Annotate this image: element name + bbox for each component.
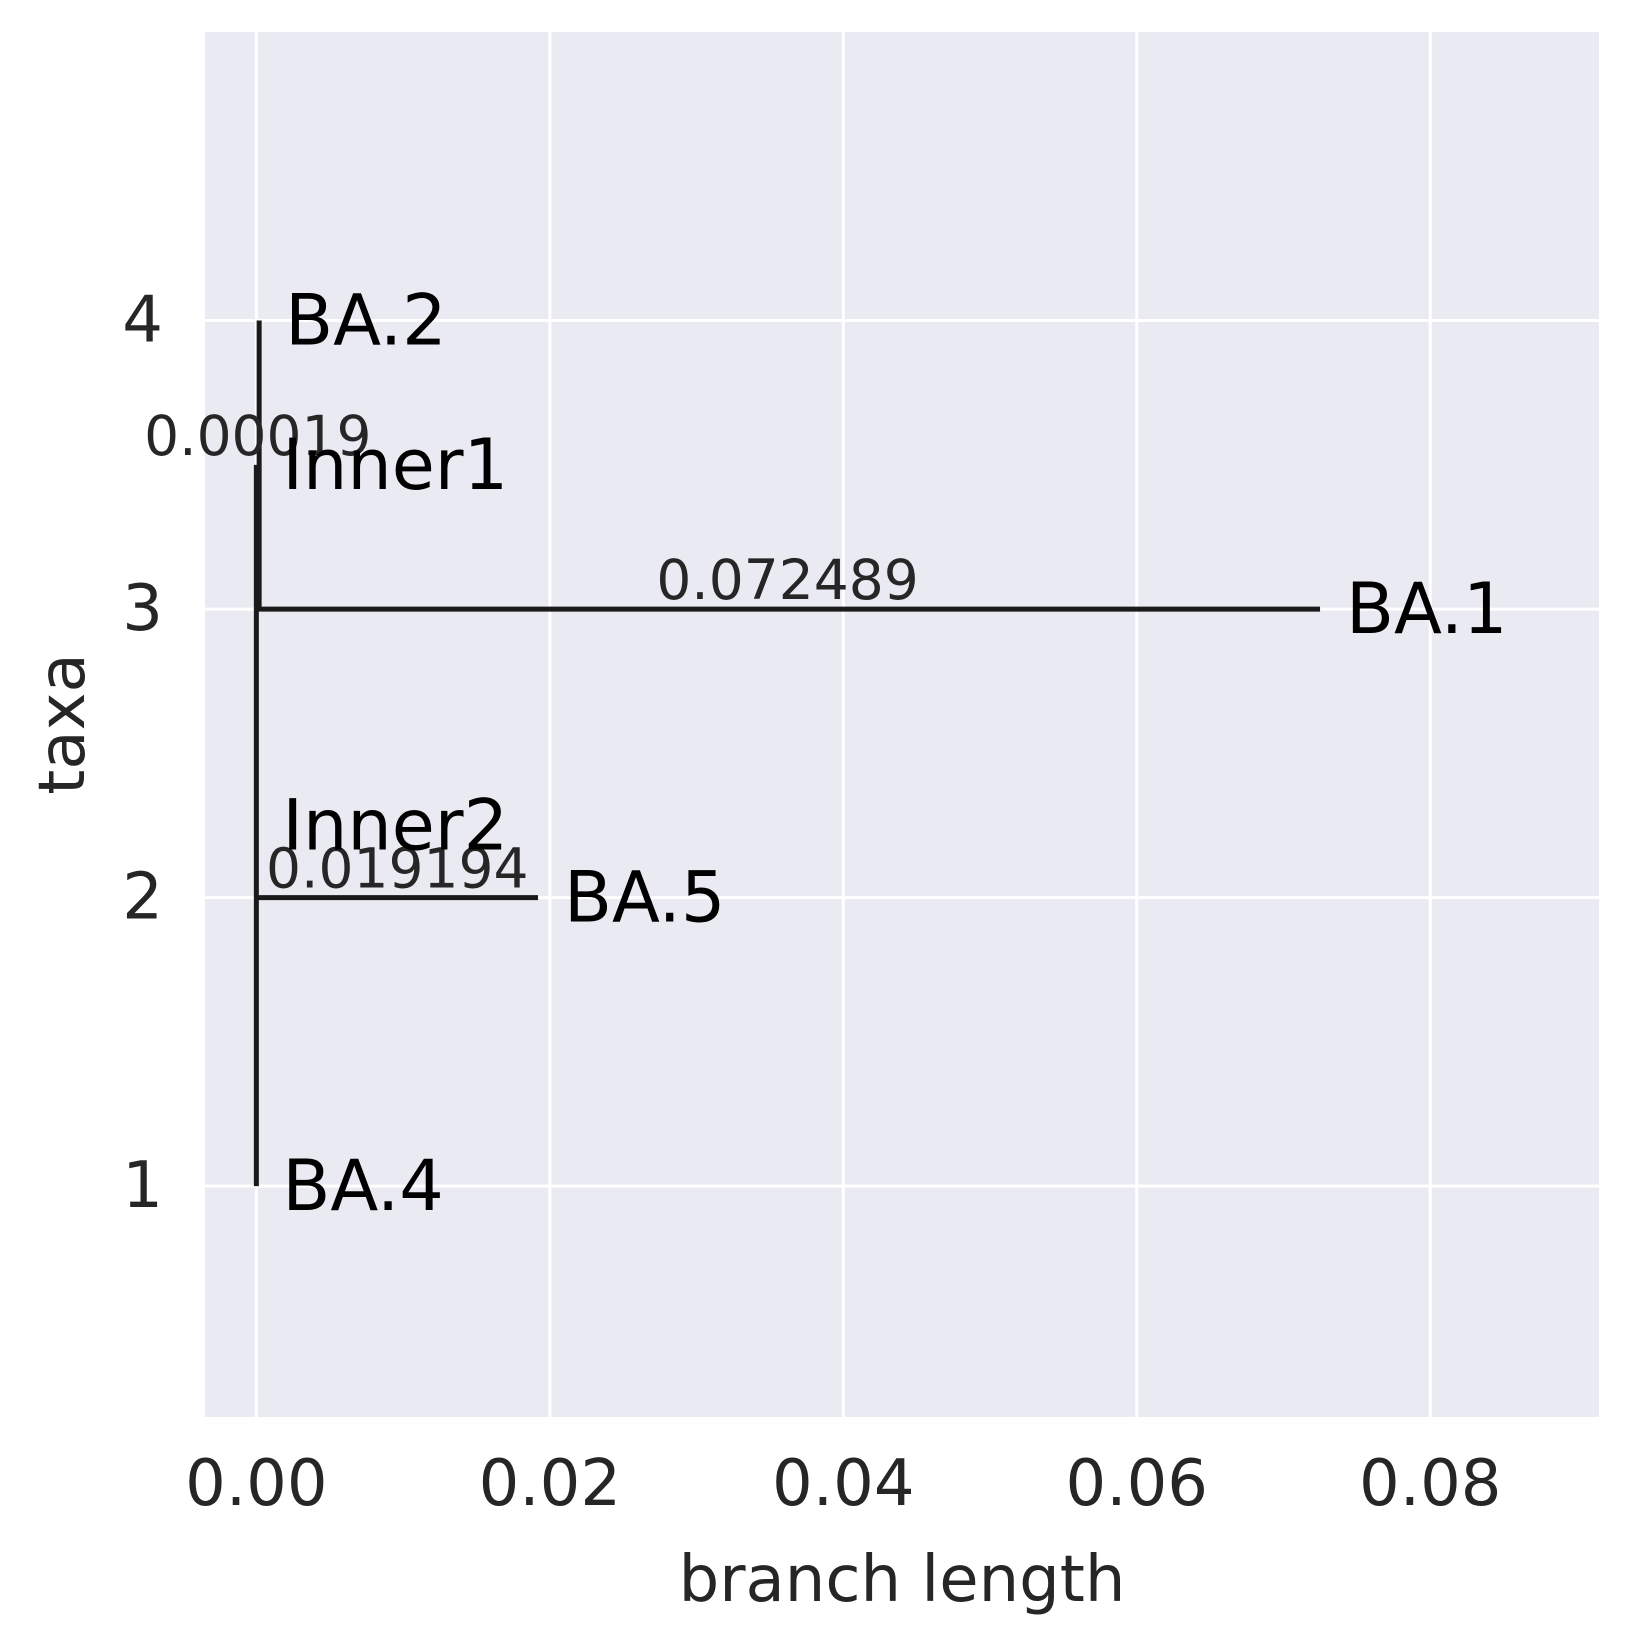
x-tick-label: 0.06	[1066, 1447, 1209, 1521]
x-tick-label: 0.08	[1359, 1447, 1502, 1521]
x-tick-label: 0.04	[772, 1447, 915, 1521]
taxon-label: BA.4	[282, 1145, 443, 1227]
y-tick-label: 4	[122, 284, 163, 358]
taxon-label: BA.2	[285, 280, 446, 362]
y-tick-label: 3	[122, 572, 163, 646]
taxon-label: Inner1	[282, 424, 508, 506]
taxon-label: BA.5	[564, 857, 725, 939]
branch-length-label: 0.072489	[656, 548, 918, 612]
taxon-label: Inner2	[282, 784, 508, 866]
branch-length-label: 0.00019	[144, 404, 371, 468]
y-axis-ticks: 1 2 3 4	[122, 284, 163, 1224]
x-tick-label: 0.00	[185, 1447, 328, 1521]
x-axis-label: branch length	[679, 1543, 1126, 1617]
x-tick-label: 0.02	[479, 1447, 622, 1521]
y-axis-label: taxa	[26, 653, 100, 794]
x-axis-ticks: 0.00 0.02 0.04 0.06 0.08	[185, 1447, 1501, 1521]
y-tick-label: 2	[122, 861, 163, 935]
branch-length-label: 0.019194	[266, 837, 528, 901]
taxon-label: BA.1	[1346, 568, 1507, 650]
y-tick-label: 1	[122, 1149, 163, 1223]
branch-length-labels: 0.019194 0.072489 0.00019	[144, 404, 919, 901]
taxon-labels: BA.4 BA.5 Inner2 BA.1 Inner1 BA.2	[282, 280, 1507, 1228]
tree-branches	[253, 320, 1321, 1187]
